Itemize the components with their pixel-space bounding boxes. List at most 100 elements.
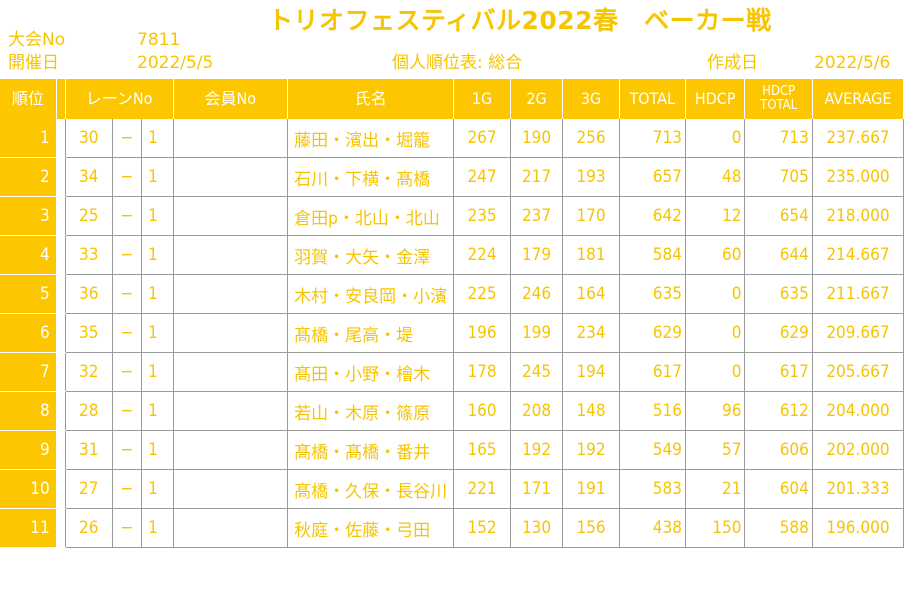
name-cell: 秋庭・佐藤・弓田 (287, 508, 455, 548)
member-no-cell (173, 119, 289, 158)
table-row: 6 35−1 髙橋・尾高・堤 196 199 234 629 0 629 209.667 (0, 313, 905, 353)
game1-cell: 235 (453, 196, 511, 236)
lane-dash-cell: − (112, 352, 143, 392)
table-row: 9 31−1 髙橋・髙橋・番井 165 192 192 549 57 606 202.000 (0, 430, 905, 470)
table-row: 10 27−1 髙橋・久保・長谷川 221 171 191 583 21 604 201.333 (0, 469, 905, 509)
col-header-g1: 1G (453, 79, 511, 119)
gap-cell (56, 235, 66, 275)
table-row: 8 28−1 若山・木原・篠原 160 208 148 516 96 612 204.000 (0, 391, 905, 431)
name-cell: 髙橋・髙橋・番井 (287, 430, 455, 470)
average-cell: 214.667 (812, 235, 905, 275)
event-date-value: 2022/5/5 (137, 53, 214, 73)
gap-cell (56, 119, 66, 158)
lane-cell: 34 (65, 157, 113, 197)
event-date-label: 開催日 (8, 53, 59, 73)
average-cell: 205.667 (812, 352, 905, 392)
hdcp-total-cell: 588 (744, 508, 813, 548)
gap-cell (56, 352, 66, 392)
name-cell: 若山・木原・篠原 (287, 391, 455, 431)
hdcp-total-cell: 713 (744, 119, 813, 158)
gap-cell (56, 274, 66, 314)
hdcp-total-cell: 705 (744, 157, 813, 197)
game1-cell: 225 (453, 274, 511, 314)
lane-dash-cell: − (112, 469, 143, 509)
game3-cell: 194 (562, 352, 620, 392)
total-cell: 713 (619, 119, 686, 158)
game3-cell: 234 (562, 313, 620, 353)
game3-cell: 181 (562, 235, 620, 275)
game1-cell: 152 (453, 508, 511, 548)
lane-dash-cell: − (112, 196, 143, 236)
page-title: トリオフェスティバル2022春 ベーカー戦 (268, 6, 772, 35)
lane-dash-cell: − (112, 391, 143, 431)
rank-cell: 8 (0, 391, 57, 431)
tournament-no-label: 大会No (8, 30, 66, 50)
gap-cell (56, 196, 66, 236)
table-row: 11 26−1 秋庭・佐藤・弓田 152 130 156 438 150 588 196.000 (0, 508, 905, 548)
member-no-cell (173, 469, 289, 509)
total-cell: 584 (619, 235, 686, 275)
lane-cell: 30 (65, 119, 113, 158)
rank-cell: 6 (0, 313, 57, 353)
col-header-hdcp-total-line1: HDCP (762, 84, 796, 100)
average-cell: 237.667 (812, 119, 905, 158)
game2-cell: 179 (510, 235, 564, 275)
lane-sub-cell: 1 (141, 430, 174, 470)
name-cell: 倉田p・北山・北山 (287, 196, 455, 236)
hdcp-total-cell: 604 (744, 469, 813, 509)
game2-cell: 130 (510, 508, 564, 548)
game1-cell: 247 (453, 157, 511, 197)
hdcp-cell: 0 (685, 352, 746, 392)
table-row: 4 33−1 羽賀・大矢・金澤 224 179 181 584 60 644 214.667 (0, 235, 905, 275)
lane-sub-cell: 1 (141, 196, 174, 236)
report-subtitle: 個人順位表: 総合 (392, 53, 523, 73)
game2-cell: 237 (510, 196, 564, 236)
rank-cell: 4 (0, 235, 57, 275)
lane-sub-cell: 1 (141, 313, 174, 353)
col-header-rank: 順位 (0, 79, 57, 119)
average-cell: 235.000 (812, 157, 905, 197)
hdcp-cell: 21 (685, 469, 746, 509)
lane-sub-cell: 1 (141, 508, 174, 548)
col-header-g2: 2G (510, 79, 564, 119)
rank-cell: 7 (0, 352, 57, 392)
rank-cell: 11 (0, 508, 57, 548)
table-row: 5 36−1 木村・安良岡・小濱 225 246 164 635 0 635 211.667 (0, 274, 905, 314)
lane-sub-cell: 1 (141, 119, 174, 158)
hdcp-total-cell: 644 (744, 235, 813, 275)
gap-cell (56, 157, 66, 197)
lane-cell: 33 (65, 235, 113, 275)
lane-dash-cell: − (112, 157, 143, 197)
average-cell: 201.333 (812, 469, 905, 509)
col-header-name: 氏名 (287, 79, 455, 119)
member-no-cell (173, 313, 289, 353)
total-cell: 657 (619, 157, 686, 197)
ranking-rows: 1 30−1 藤田・濱出・堀籠 267 190 256 713 0 713 237.667 2 34−… (0, 119, 905, 548)
name-cell: 羽賀・大矢・金澤 (287, 235, 455, 275)
game1-cell: 224 (453, 235, 511, 275)
total-cell: 617 (619, 352, 686, 392)
game2-cell: 199 (510, 313, 564, 353)
average-cell: 211.667 (812, 274, 905, 314)
hdcp-cell: 0 (685, 119, 746, 158)
col-header-total: TOTAL (619, 79, 686, 119)
hdcp-cell: 0 (685, 313, 746, 353)
game1-cell: 267 (453, 119, 511, 158)
rank-cell: 2 (0, 157, 57, 197)
lane-dash-cell: − (112, 430, 143, 470)
lane-dash-cell: − (112, 274, 143, 314)
game2-cell: 246 (510, 274, 564, 314)
game2-cell: 245 (510, 352, 564, 392)
hdcp-cell: 150 (685, 508, 746, 548)
rank-cell: 5 (0, 274, 57, 314)
game2-cell: 190 (510, 119, 564, 158)
col-header-average: AVERAGE (812, 79, 905, 119)
col-header-g3: 3G (562, 79, 620, 119)
gap-cell (56, 391, 66, 431)
member-no-cell (173, 157, 289, 197)
name-cell: 藤田・濱出・堀籠 (287, 119, 455, 158)
col-header-lane: レーンNo (65, 79, 174, 119)
lane-cell: 35 (65, 313, 113, 353)
game1-cell: 160 (453, 391, 511, 431)
lane-dash-cell: − (112, 313, 143, 353)
